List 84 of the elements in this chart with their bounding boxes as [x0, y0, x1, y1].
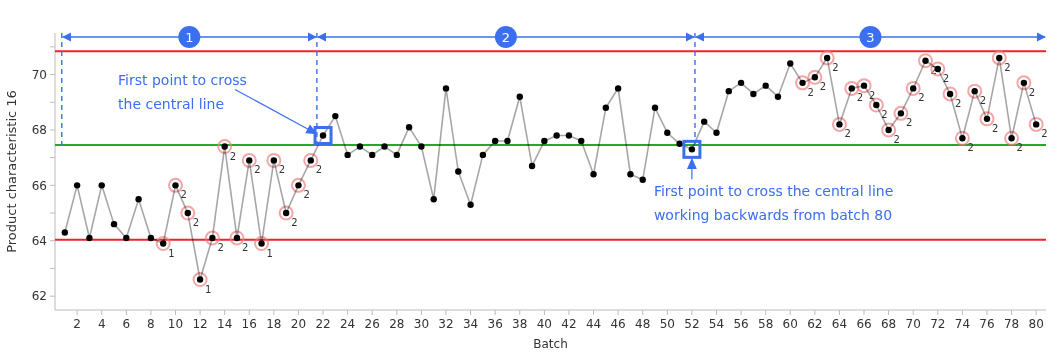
x-tick-label: 36 — [487, 317, 503, 331]
annotation: 2 — [844, 128, 851, 140]
annotation: 2 — [819, 81, 827, 93]
annotation: 2 — [1041, 128, 1048, 140]
x-tick-label: 68 — [880, 317, 897, 331]
annotation: 2 — [1028, 86, 1036, 98]
annotation: 2 — [241, 241, 249, 253]
x-tick-label: 40 — [536, 317, 552, 331]
x-axis-title: Batch — [533, 337, 568, 351]
x-tick-label: 24 — [339, 317, 356, 331]
annotation: 2 — [869, 89, 876, 101]
x-tick-label: 22 — [315, 317, 331, 331]
x-tick-label: 4 — [97, 317, 106, 331]
annotation: 2 — [278, 164, 286, 176]
x-tick-label: 28 — [389, 317, 405, 331]
x-tick-label: 80 — [1028, 317, 1044, 331]
x-tick-label: 58 — [758, 317, 774, 331]
x-tick-label: 6 — [122, 317, 131, 331]
annotation: 2 — [217, 241, 224, 253]
y-tick-label: 66 — [31, 178, 47, 193]
x-tick-label: 10 — [167, 317, 184, 331]
annotation: 1 — [185, 29, 194, 45]
x-tick-label: 26 — [364, 317, 380, 331]
x-tick-label: 16 — [241, 317, 257, 331]
annotation: 2 — [315, 164, 323, 176]
annotation: 2 — [918, 92, 925, 104]
annotation: First point to cross the central line — [118, 72, 247, 113]
x-tick-label: 76 — [979, 317, 995, 331]
annotation: 2 — [832, 61, 839, 73]
x-tick-label: 52 — [684, 317, 700, 331]
annotation: 2 — [254, 164, 261, 176]
x-tick-label: 18 — [266, 317, 282, 331]
x-tick-label: 38 — [512, 317, 528, 331]
annotation: 2 — [942, 73, 950, 85]
x-tick-label: 74 — [954, 317, 971, 331]
annotation: 2 — [991, 122, 999, 134]
x-tick-label: 8 — [147, 317, 155, 331]
x-tick-label: 30 — [413, 317, 430, 331]
x-tick-label: 54 — [708, 317, 725, 331]
x-tick-label: 66 — [856, 317, 872, 331]
x-tick-label: 44 — [585, 317, 602, 331]
x-tick-label: 34 — [462, 317, 479, 331]
annotation: 1 — [266, 247, 273, 259]
x-tick-label: 2 — [73, 317, 81, 331]
annotation: 2 — [893, 133, 900, 145]
x-tick-label: 62 — [807, 317, 823, 331]
x-tick-label: 64 — [831, 317, 848, 331]
annotation: 2 — [1016, 142, 1023, 154]
annotation: 2 — [979, 95, 987, 107]
annotation: 2 — [1004, 61, 1011, 73]
x-tick-label: 32 — [438, 317, 454, 331]
y-axis-title: Product characteristic 16 — [4, 90, 19, 253]
annotation: 2 — [881, 109, 888, 121]
x-tick-label: 48 — [635, 317, 651, 331]
x-tick-label: 50 — [659, 317, 675, 331]
x-tick-label: 78 — [1003, 317, 1020, 331]
annotation: 2 — [291, 217, 298, 229]
x-tick-label: 14 — [217, 317, 233, 331]
x-tick-label: 46 — [610, 317, 626, 331]
annotation: 2 — [955, 97, 962, 109]
x-tick-label: 60 — [782, 317, 798, 331]
x-tick-label: 72 — [930, 317, 946, 331]
annotation: 2 — [180, 189, 187, 201]
y-tick-label: 64 — [31, 233, 47, 248]
annotation: 2 — [229, 150, 237, 162]
annotation: First point to cross the central line working backwards from batch 80 — [653, 183, 894, 224]
annotation: 2 — [967, 142, 974, 154]
x-tick-label: 42 — [561, 317, 577, 331]
x-tick-label: 56 — [733, 317, 749, 331]
annotation: 2 — [905, 117, 913, 129]
y-tick-label: 68 — [31, 123, 47, 138]
annotation: 2 — [807, 86, 814, 98]
x-tick-label: 12 — [192, 317, 208, 331]
annotation: 1 — [168, 247, 175, 259]
annotation: 2 — [192, 217, 200, 229]
y-tick-label: 70 — [31, 67, 47, 82]
y-tick-label: 62 — [31, 289, 47, 304]
x-tick-label: 20 — [290, 317, 307, 331]
annotation: 1 — [205, 283, 212, 295]
annotation: 2 — [856, 92, 864, 104]
annotation: 2 — [303, 189, 310, 201]
annotation: 3 — [866, 29, 875, 45]
x-tick-label: 70 — [905, 317, 921, 331]
annotation: 2 — [501, 29, 511, 45]
